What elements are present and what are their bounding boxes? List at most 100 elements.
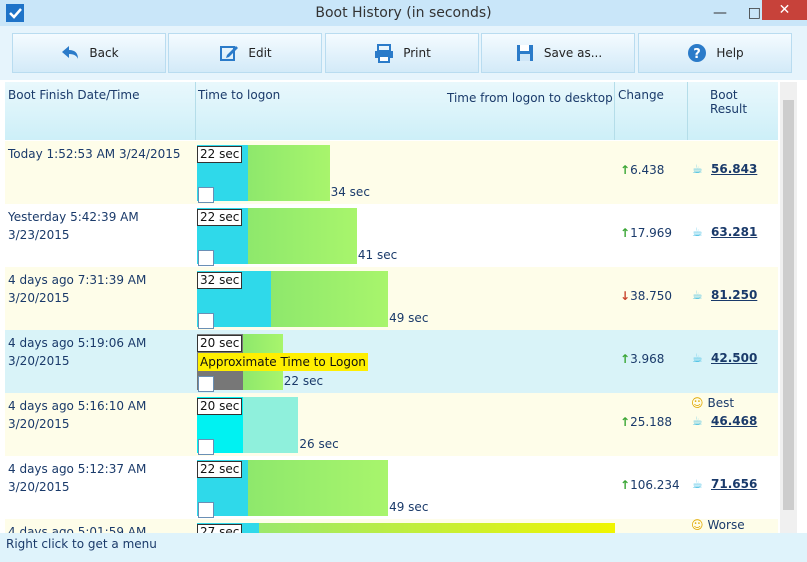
boot-date: Yesterday 5:42:39 AM [8, 210, 139, 224]
button-icon [62, 46, 79, 59]
badge-text: Worse [707, 519, 745, 532]
desktop-bar [259, 523, 615, 533]
boot-result[interactable]: 56.843 [711, 162, 758, 176]
table-row[interactable]: 4 days ago 5:19:06 AM 3/20/2015 22 sec 20 s… [5, 330, 778, 393]
trophy-icon: ☕ [692, 477, 703, 491]
boot-result[interactable]: 71.656 [711, 477, 758, 491]
button-label: Print [403, 46, 431, 60]
table-row[interactable]: 4 days ago 5:12:37 AM 3/20/2015 49 sec 22 s… [5, 456, 778, 519]
desktop-label: 49 sec [389, 311, 429, 325]
desktop-label: 34 sec [330, 185, 370, 199]
button-label: Save as... [543, 46, 603, 60]
boot-date: 4 days ago 5:19:06 AM [8, 336, 147, 350]
button-icon [375, 44, 394, 63]
toolbar-button[interactable]: Save as... [481, 33, 635, 73]
boot-date: 4 days ago 5:12:37 AM [8, 462, 147, 476]
logon-label: 27 sec [197, 524, 243, 533]
column-header[interactable]: Boot Finish Date/Time [8, 88, 140, 102]
edit-icon[interactable] [198, 376, 214, 392]
minimize[interactable]: — [713, 5, 727, 21]
desktop-bar [247, 145, 330, 201]
desktop-bar [247, 208, 357, 264]
toolbar-button[interactable]: Back [12, 33, 166, 73]
edit-icon[interactable] [198, 187, 214, 203]
table-row[interactable]: 4 days ago 7:31:39 AM 3/20/2015 49 sec 32 s… [5, 267, 778, 330]
badge-text: Best [707, 396, 735, 410]
scroll-thumb[interactable] [783, 100, 794, 510]
tooltip: Approximate Time to Logon [198, 353, 368, 371]
boot-result[interactable]: 63.281 [711, 225, 758, 239]
change-value: 106.234 [630, 478, 680, 492]
boot-date: 4 days ago 5:16:10 AM [8, 399, 147, 413]
change: ↑6.438 [620, 163, 664, 177]
toolbar: Back Edit Print Save as... ? Help [0, 26, 807, 80]
logon-label: 32 sec [197, 272, 243, 289]
desktop-label: 41 sec [357, 248, 398, 262]
trophy-icon: ☕ [692, 351, 703, 365]
change-value: 25.188 [630, 415, 673, 429]
change-value: 38.750 [630, 289, 673, 303]
boot-date: 3/23/2015 [8, 228, 70, 242]
boot-result[interactable]: 42.500 [711, 351, 758, 365]
toolbar-button[interactable]: Edit [168, 33, 322, 73]
column-separator [687, 82, 688, 140]
boot-date: 4 days ago 7:31:39 AM [8, 273, 147, 287]
change-value: 3.968 [630, 352, 665, 366]
desktop-bar [247, 460, 389, 516]
change-arrow: ↓ [620, 289, 631, 303]
app-icon [6, 4, 24, 22]
logon-label: 20 sec [197, 398, 243, 415]
change: ↑17.969 [620, 226, 672, 240]
desktop-bar [243, 397, 299, 453]
desktop-bar [270, 271, 389, 327]
edit-icon[interactable] [198, 313, 214, 329]
boot-result[interactable]: 81.250 [711, 288, 758, 302]
boot-result[interactable]: 46.468 [711, 414, 758, 428]
column-header[interactable]: Time to logon [198, 88, 281, 102]
table-row[interactable]: 4 days ago 5:01:59 AM 27 sec ☺ Worse [5, 519, 778, 533]
toolbar-button[interactable]: ? Help [638, 33, 792, 73]
column-header[interactable]: Boot Result [710, 88, 748, 116]
logon-label: 22 sec [197, 461, 243, 478]
change-value: 17.969 [630, 226, 673, 240]
change: ↑3.968 [620, 352, 664, 366]
trophy-icon: ☕ [692, 225, 703, 239]
smiley-icon: ☺ [691, 519, 704, 532]
desktop-label: 26 sec [299, 437, 339, 451]
boot-date: 3/20/2015 [8, 417, 70, 431]
close[interactable]: ✕ [762, 0, 807, 20]
toolbar-button[interactable]: Print [325, 33, 479, 73]
change-arrow: ↑ [620, 478, 631, 492]
maximize[interactable]: □ [747, 5, 761, 21]
table-row[interactable]: Yesterday 5:42:39 AM 3/23/2015 41 sec 22 se… [5, 204, 778, 267]
change-value: 6.438 [630, 163, 665, 177]
column-header[interactable]: Change [618, 88, 664, 102]
column-separator [614, 82, 615, 140]
edit-icon[interactable] [198, 250, 214, 266]
desktop-label: 49 sec [389, 500, 429, 514]
change: ↑106.234 [620, 478, 680, 492]
svg-text:?: ? [694, 47, 702, 62]
table-row[interactable]: Today 1:52:53 AM 3/24/2015 34 sec 22 sec ↑6… [5, 141, 778, 204]
column-separator [195, 82, 196, 140]
boot-date: 4 days ago 5:01:59 AM [8, 525, 147, 533]
scrollbar[interactable] [780, 82, 797, 533]
logon-label: 20 sec [197, 335, 243, 352]
button-icon: ? [688, 44, 707, 62]
button-label: Edit [248, 46, 272, 60]
column-header[interactable]: Time from logon to desktop [447, 91, 613, 105]
desktop-label: 22 sec [283, 374, 324, 388]
change: ↑25.188 [620, 415, 672, 429]
boot-date: Today 1:52:53 AM 3/24/2015 [8, 147, 181, 161]
button-icon [516, 45, 533, 61]
trophy-icon: ☕ [692, 288, 703, 302]
title-bar: Boot History (in seconds) — □ ✕ [0, 0, 807, 26]
result-badge: ☺ Worse [691, 519, 745, 532]
table-row[interactable]: 4 days ago 5:16:10 AM 3/20/2015 26 sec 20 s… [5, 393, 778, 456]
button-label: Back [89, 46, 119, 60]
edit-icon[interactable] [198, 502, 214, 518]
boot-date: 3/20/2015 [8, 354, 70, 368]
edit-icon[interactable] [198, 439, 214, 455]
trophy-icon: ☕ [692, 414, 703, 428]
